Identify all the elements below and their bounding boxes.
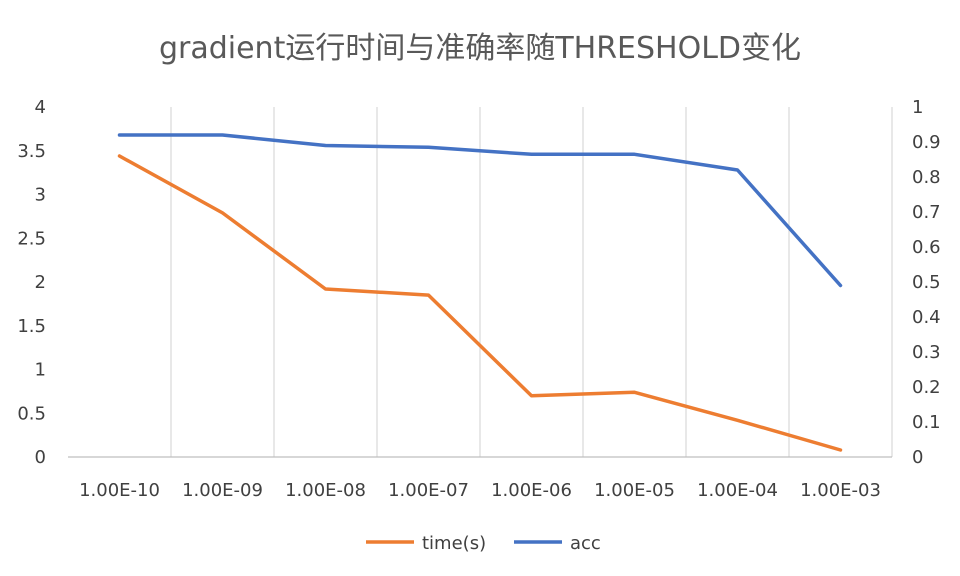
x-tick-label: 1.00E-09 — [182, 480, 263, 501]
left-y-tick-label: 2 — [35, 272, 46, 293]
x-tick-label: 1.00E-04 — [697, 480, 778, 501]
right-y-tick-label: 0.7 — [912, 202, 941, 223]
x-tick-label: 1.00E-10 — [79, 480, 160, 501]
x-tick-label: 1.00E-07 — [388, 480, 469, 501]
legend-label: time(s) — [422, 533, 486, 554]
x-tick-label: 1.00E-03 — [800, 480, 881, 501]
right-y-tick-label: 1 — [912, 97, 923, 118]
right-y-tick-label: 0.2 — [912, 377, 941, 398]
x-tick-label: 1.00E-06 — [491, 480, 572, 501]
left-y-axis-ticks: 0 0.5 1 1.5 2 2.5 3 3.5 4 — [17, 97, 46, 468]
left-y-tick-label: 0.5 — [17, 403, 46, 424]
left-y-tick-label: 2.5 — [17, 228, 46, 249]
legend: time(s) acc — [366, 533, 601, 554]
x-axis-ticks: 1.00E-10 1.00E-09 1.00E-08 1.00E-07 1.00E-06… — [79, 480, 881, 501]
x-tick-label: 1.00E-05 — [594, 480, 675, 501]
series-lines — [117, 133, 843, 452]
right-y-tick-label: 0.5 — [912, 272, 941, 293]
series-line-acc — [117, 133, 843, 288]
right-y-tick-label: 0.8 — [912, 167, 941, 188]
left-y-tick-label: 1 — [35, 360, 46, 381]
series-line-times — [117, 154, 843, 452]
left-y-tick-label: 4 — [35, 97, 46, 118]
right-y-axis-ticks: 0 0.1 0.2 0.3 0.4 0.5 0.6 0.7 0.8 0.9 1 — [912, 97, 941, 468]
left-y-tick-label: 0 — [35, 447, 46, 468]
left-y-tick-label: 3 — [35, 185, 46, 206]
left-y-tick-label: 3.5 — [17, 141, 46, 162]
chart-title: gradient运行时间与准确率随THRESHOLD变化 — [159, 31, 801, 66]
right-y-tick-label: 0.6 — [912, 237, 941, 258]
right-y-tick-label: 0.1 — [912, 412, 941, 433]
x-tick-label: 1.00E-08 — [285, 480, 366, 501]
right-y-tick-label: 0.9 — [912, 132, 941, 153]
grid-lines — [170, 107, 893, 457]
right-y-tick-label: 0.4 — [912, 307, 941, 328]
right-y-tick-label: 0.3 — [912, 342, 941, 363]
right-y-tick-label: 0 — [912, 447, 923, 468]
legend-label: acc — [570, 533, 601, 554]
left-y-tick-label: 1.5 — [17, 316, 46, 337]
